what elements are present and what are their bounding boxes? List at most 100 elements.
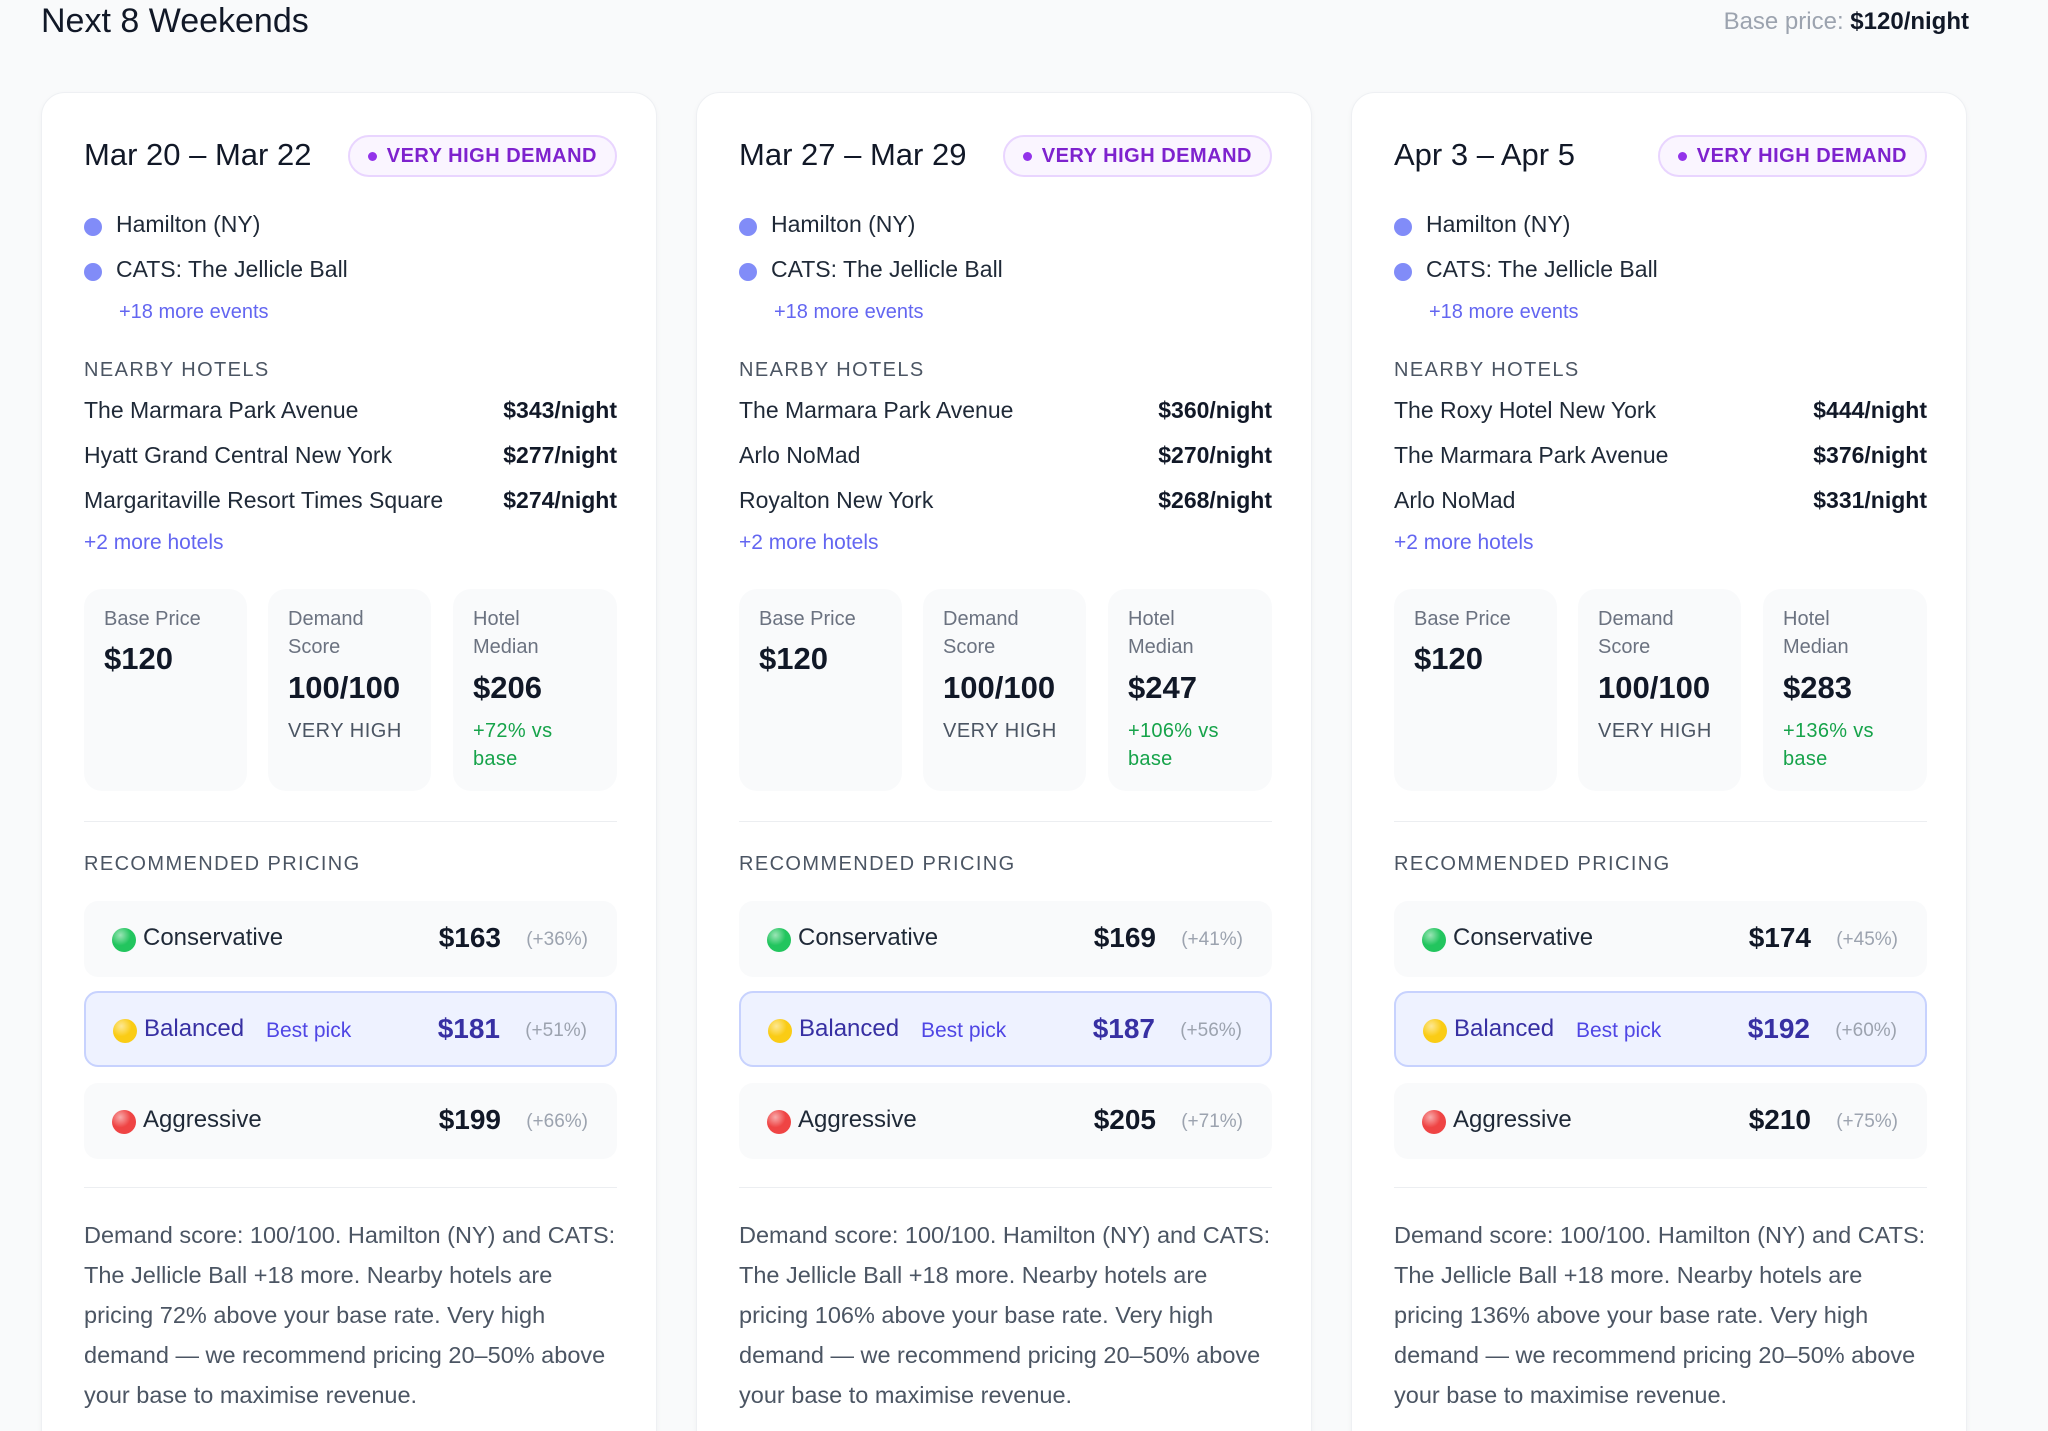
- tier-name: Aggressive: [798, 1106, 917, 1133]
- best-pick-tag: Best pick: [266, 1019, 352, 1042]
- event-dot-icon: [739, 217, 757, 236]
- demand-badge: VERY HIGH DEMAND: [1657, 135, 1927, 177]
- tier-price: $174: [1748, 922, 1811, 953]
- more-hotels-link[interactable]: +2 more hotels: [84, 531, 224, 554]
- event-label: CATS: The Jellicle Ball: [771, 256, 1003, 282]
- demand-badge-label: VERY HIGH DEMAND: [386, 144, 597, 167]
- stat-value: 100/100: [943, 670, 1056, 705]
- tier-balanced[interactable]: Balanced Best pick $187 (+56%): [739, 991, 1272, 1067]
- hotel-name: The Marmara Park Avenue: [739, 397, 1014, 423]
- stat-label: Base Price: [104, 608, 201, 630]
- more-events-link[interactable]: +18 more events: [774, 301, 924, 323]
- demand-badge: VERY HIGH DEMAND: [347, 135, 617, 177]
- tier-conservative[interactable]: Conservative $174 (+45%): [1394, 901, 1927, 977]
- weekend-card: Mar 20 – Mar 22 VERY HIGH DEMAND Hamilto…: [41, 92, 657, 1431]
- stat-base-price: Base Price $120: [1394, 589, 1557, 791]
- base-price-value: $120/night: [1850, 8, 1969, 35]
- stat-demand-score: Demand Score 100/100 VERY HIGH: [1578, 589, 1741, 791]
- demand-badge: VERY HIGH DEMAND: [1002, 135, 1272, 177]
- more-hotels-link[interactable]: +2 more hotels: [739, 531, 879, 554]
- tier-name: Conservative: [143, 924, 284, 951]
- badge-dot-icon: [367, 151, 377, 161]
- tier-aggressive[interactable]: Aggressive $205 (+71%): [739, 1083, 1272, 1159]
- stat-value: $120: [759, 641, 828, 676]
- stat-label: Base Price: [759, 608, 856, 630]
- divider: [739, 821, 1272, 822]
- event-label: Hamilton (NY): [1426, 211, 1571, 237]
- tier-price: $210: [1748, 1104, 1811, 1135]
- tier-price: $187: [1092, 1013, 1155, 1044]
- event-dot-icon: [739, 262, 757, 281]
- stat-hotel-median: Hotel Median $247 +106% vs base: [1108, 589, 1272, 791]
- badge-dot-icon: [1022, 151, 1032, 161]
- tier-price: $169: [1093, 922, 1156, 953]
- tier-percent: (+36%): [526, 929, 588, 950]
- tier-percent: (+51%): [525, 1020, 587, 1041]
- stat-value: 100/100: [1598, 670, 1711, 705]
- stat-value: $206: [473, 670, 542, 705]
- badge-dot-icon: [1677, 151, 1687, 161]
- summary-text: Demand score: 100/100. Hamilton (NY) and…: [84, 1222, 616, 1408]
- stat-label: Hotel Median: [1783, 608, 1849, 658]
- stat-sub: VERY HIGH: [943, 720, 1057, 742]
- tier-balanced[interactable]: Balanced Best pick $192 (+60%): [1394, 991, 1927, 1067]
- demand-badge-label: VERY HIGH DEMAND: [1041, 144, 1252, 167]
- tier-price: $192: [1747, 1013, 1810, 1044]
- stat-sub: +106% vs base: [1128, 720, 1219, 770]
- tier-name: Aggressive: [1453, 1106, 1572, 1133]
- hotel-price: $270/night: [1158, 442, 1272, 468]
- red-circle-icon: [767, 1110, 791, 1134]
- event-label: CATS: The Jellicle Ball: [116, 256, 348, 282]
- base-price-note: Base price: $120/night: [1724, 8, 1969, 36]
- tier-percent: (+56%): [1180, 1020, 1242, 1041]
- tier-name: Balanced: [799, 1015, 900, 1042]
- hotel-row: The Marmara Park Avenue $343/night: [84, 397, 617, 429]
- green-circle-icon: [1422, 928, 1446, 952]
- stat-value: $247: [1128, 670, 1197, 705]
- tier-conservative[interactable]: Conservative $169 (+41%): [739, 901, 1272, 977]
- divider: [1394, 821, 1927, 822]
- hotel-price: $274/night: [503, 487, 617, 513]
- tier-price: $163: [438, 922, 501, 953]
- divider: [84, 1187, 617, 1188]
- tier-price: $181: [437, 1013, 500, 1044]
- stat-label: Demand Score: [1598, 608, 1674, 658]
- summary-text: Demand score: 100/100. Hamilton (NY) and…: [739, 1222, 1271, 1408]
- yellow-circle-icon: [768, 1019, 792, 1043]
- stat-label: Demand Score: [288, 608, 364, 658]
- stat-sub: VERY HIGH: [288, 720, 402, 742]
- hotel-price: $331/night: [1813, 487, 1927, 513]
- stat-demand-score: Demand Score 100/100 VERY HIGH: [923, 589, 1086, 791]
- stat-label: Hotel Median: [473, 608, 539, 658]
- event-item: Hamilton (NY): [739, 211, 915, 238]
- stat-value: $283: [1783, 670, 1852, 705]
- hotel-row: Margaritaville Resort Times Square $274/…: [84, 487, 617, 519]
- more-events-link[interactable]: +18 more events: [1429, 301, 1579, 323]
- event-dot-icon: [84, 262, 102, 281]
- stat-hotel-median: Hotel Median $283 +136% vs base: [1763, 589, 1927, 791]
- tier-balanced[interactable]: Balanced Best pick $181 (+51%): [84, 991, 617, 1067]
- date-range: Mar 27 – Mar 29: [739, 137, 967, 172]
- tier-aggressive[interactable]: Aggressive $199 (+66%): [84, 1083, 617, 1159]
- more-hotels-link[interactable]: +2 more hotels: [1394, 531, 1534, 554]
- stat-base-price: Base Price $120: [84, 589, 247, 791]
- tier-percent: (+71%): [1181, 1111, 1243, 1132]
- tier-conservative[interactable]: Conservative $163 (+36%): [84, 901, 617, 977]
- stat-hotel-median: Hotel Median $206 +72% vs base: [453, 589, 617, 791]
- green-circle-icon: [767, 928, 791, 952]
- stat-label: Hotel Median: [1128, 608, 1194, 658]
- tier-aggressive[interactable]: Aggressive $210 (+75%): [1394, 1083, 1927, 1159]
- hotel-name: Hyatt Grand Central New York: [84, 442, 393, 468]
- red-circle-icon: [1422, 1110, 1446, 1134]
- weekend-card: Mar 27 – Mar 29 VERY HIGH DEMAND Hamilto…: [696, 92, 1312, 1431]
- tier-name: Conservative: [1453, 924, 1594, 951]
- hotel-price: $444/night: [1813, 397, 1927, 423]
- more-events-link[interactable]: +18 more events: [119, 301, 269, 323]
- hotel-row: Arlo NoMad $331/night: [1394, 487, 1927, 519]
- tier-name: Aggressive: [143, 1106, 262, 1133]
- page-title: Next 8 Weekends: [41, 2, 309, 40]
- hotel-price: $360/night: [1158, 397, 1272, 423]
- nearby-hotels-label: NEARBY HOTELS: [739, 359, 925, 381]
- recommended-pricing-label: RECOMMENDED PRICING: [1394, 853, 1671, 875]
- tier-name: Balanced: [144, 1015, 245, 1042]
